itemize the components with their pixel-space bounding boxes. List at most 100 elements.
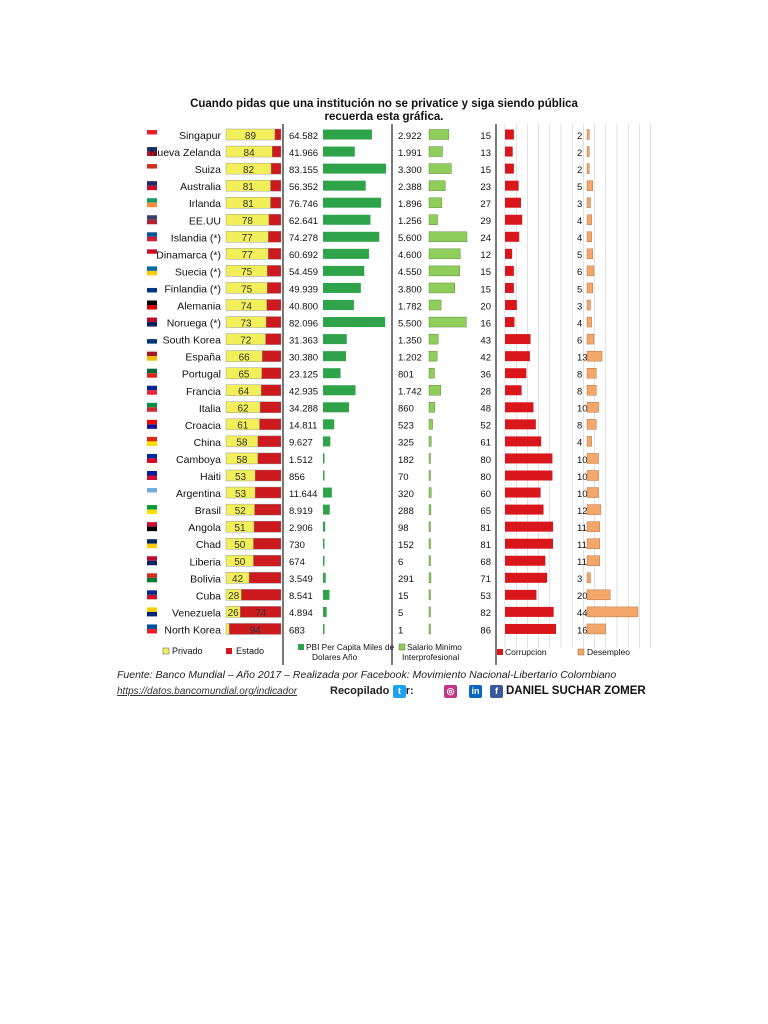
estado-bar [253, 538, 282, 550]
salario-value: 325 [398, 438, 414, 449]
privado-value: 72 [240, 335, 252, 346]
salario-value: 15 [398, 591, 409, 602]
privado-value: 42 [232, 574, 244, 585]
pbi-value: 42.935 [289, 387, 318, 398]
pbi-value: 83.155 [289, 165, 318, 176]
pbi-bar [323, 589, 330, 600]
salario-bar [428, 419, 433, 430]
country-label: Liberia [189, 556, 221, 568]
desempleo-value: 16 [577, 625, 588, 636]
pbi-bar [323, 572, 326, 583]
desempleo-bar [586, 197, 591, 208]
desempleo-value: 2 [577, 165, 582, 176]
salario-value: 3.800 [398, 284, 422, 295]
desempleo-bar [586, 419, 597, 430]
privado-value: 50 [234, 557, 246, 568]
pbi-bar [323, 146, 355, 157]
pbi-value: 14.811 [289, 421, 317, 432]
corrupcion-bar [505, 231, 520, 242]
desempleo-bar [586, 538, 600, 549]
flag-icon [147, 300, 157, 305]
estado-bar [257, 435, 282, 448]
salario-bar [428, 180, 446, 191]
pbi-value: 9.627 [289, 438, 313, 449]
flag-icon [147, 419, 157, 425]
instagram-icon[interactable]: ◎ [444, 685, 457, 698]
country-label: China [194, 437, 222, 449]
country-label: Brasil [195, 505, 221, 517]
estado-bar [254, 503, 282, 516]
pbi-value: 8.541 [289, 591, 313, 602]
desempleo-value: 12 [577, 506, 588, 517]
legend-pbi-label-1: PBI Per Capita Miles de [306, 642, 394, 652]
flag-icon [147, 147, 157, 152]
flag-icon [147, 556, 157, 561]
country-label: Portugal [182, 369, 221, 381]
corrupcion-bar [505, 334, 531, 345]
privado-value: 77 [242, 233, 254, 244]
pbi-bar [323, 436, 331, 447]
privado-value: 73 [241, 318, 253, 329]
facebook-icon[interactable]: f [490, 685, 503, 698]
country-label: Singapur [179, 130, 222, 142]
flag-icon [147, 134, 157, 139]
country-label: Nueva Zelanda [150, 147, 221, 159]
desempleo-value: 6 [577, 267, 582, 278]
salario-bar [428, 436, 432, 447]
pbi-bar [323, 265, 365, 276]
flag-icon [147, 202, 157, 208]
flag-icon [147, 590, 157, 595]
estado-bar [272, 145, 282, 158]
country-label: Suiza [195, 164, 221, 176]
pbi-value: 1.512 [289, 455, 313, 466]
privado-value: 58 [236, 455, 248, 466]
linkedin-icon[interactable]: in [469, 685, 482, 698]
salario-bar [428, 555, 431, 566]
estado-bar [274, 128, 282, 141]
pbi-bar [323, 351, 347, 362]
legend-corrupcion-label: Corrupcion [505, 647, 547, 657]
salario-bar [428, 538, 431, 549]
flag-icon [147, 287, 157, 293]
salario-value: 5.500 [398, 318, 422, 329]
salario-value: 6 [398, 557, 403, 568]
country-label: Italia [199, 403, 221, 415]
desempleo-bar [586, 368, 597, 379]
footer-url[interactable]: https://datos.bancomundial.org/indicador [117, 686, 298, 697]
salario-value: 291 [398, 574, 414, 585]
corrupcion-bar [505, 300, 517, 310]
corrupcion-value: 81 [480, 523, 491, 534]
pbi-value: 23.125 [289, 370, 318, 381]
corrupcion-bar [505, 214, 523, 225]
desempleo-bar [586, 231, 592, 243]
flag-icon [147, 607, 157, 612]
pbi-value: 30.380 [289, 352, 318, 363]
pbi-bar [323, 334, 347, 345]
pbi-value: 74.278 [289, 233, 318, 244]
corrupcion-bar [505, 487, 541, 498]
estado-bar [254, 486, 282, 499]
flag-icon [147, 356, 157, 361]
desempleo-value: 4 [577, 216, 582, 227]
country-label: Camboya [176, 454, 221, 466]
corrupcion-bar [505, 180, 519, 191]
desempleo-bar [586, 385, 597, 396]
privado-value: 74 [241, 301, 253, 312]
desempleo-value: 13 [577, 352, 588, 363]
country-label: North Korea [164, 624, 221, 636]
salario-bar [428, 385, 442, 396]
privado-value: 75 [241, 267, 253, 278]
salario-bar [428, 572, 432, 583]
corrupcion-bar [505, 402, 534, 413]
corrupcion-value: 13 [480, 148, 491, 159]
desempleo-value: 4 [577, 438, 582, 449]
country-label: Argentina [176, 488, 221, 500]
country-label: Dinamarca (*) [156, 249, 221, 261]
twitter-icon[interactable]: t [393, 685, 406, 698]
legend-salario-label-2: Interprofesional [402, 652, 459, 662]
privado-value: 51 [234, 523, 246, 534]
corrupcion-value: 42 [480, 352, 491, 363]
desempleo-value: 3 [577, 301, 582, 312]
estado-bar [257, 452, 282, 465]
